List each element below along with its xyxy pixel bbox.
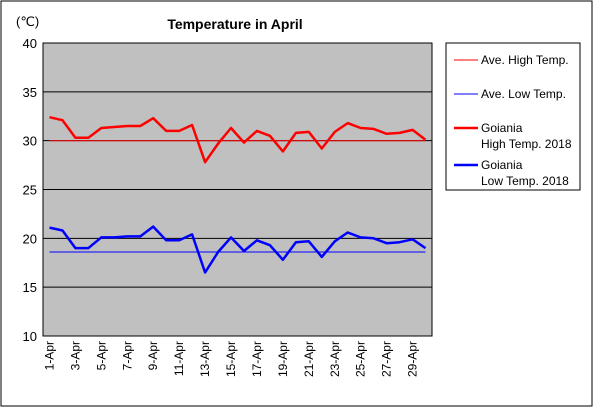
y-tick-label: 10 (23, 329, 37, 344)
y-axis-ticks: 10 15 20 25 30 35 40 (23, 36, 37, 344)
x-axis-ticks: 1-Apr 3-Apr 5-Apr 7-Apr 9-Apr 11-Apr 13-Apr 15-… (42, 341, 419, 377)
y-tick-label: 35 (23, 85, 37, 100)
x-tick-label: 29-Apr (406, 341, 420, 377)
x-tick-label: 25-Apr (354, 341, 368, 377)
x-tick-label: 1-Apr (42, 341, 56, 370)
y-tick-label: 30 (23, 134, 37, 149)
x-tick-label: 17-Apr (250, 341, 264, 377)
series-line-goiania-high-temp-2018 (49, 115, 427, 164)
x-tick-label: 13-Apr (198, 341, 212, 377)
x-tick-label: 27-Apr (380, 341, 394, 377)
legend-label: Ave. High Temp. (481, 53, 569, 67)
y-tick-label: 20 (23, 231, 37, 246)
y-tick-label: 25 (23, 183, 37, 198)
y-tick-label: 40 (23, 36, 37, 51)
legend-label: Goiania (481, 158, 523, 172)
x-tick-label: 11-Apr (172, 341, 186, 376)
y-axis-unit: (℃) (16, 14, 39, 29)
x-tick-label: 15-Apr (224, 341, 238, 377)
legend-label: Ave. Low Temp. (481, 87, 566, 101)
legend: Ave. High Temp. Ave. Low Temp. Goiania High… (454, 53, 572, 188)
legend-label: High Temp. 2018 (481, 137, 572, 151)
x-tick-label: 21-Apr (302, 341, 316, 377)
x-tick-label: 19-Apr (276, 341, 290, 377)
series-line-goiania-low-temp-2018 (49, 225, 427, 274)
x-tick-label: 9-Apr (146, 341, 160, 370)
x-tick-label: 7-Apr (120, 341, 134, 370)
chart-title: Temperature in April (167, 16, 302, 32)
series-lines (49, 115, 427, 274)
y-tick-label: 15 (23, 280, 37, 295)
x-tick-label: 5-Apr (94, 341, 108, 370)
x-tick-label: 3-Apr (68, 341, 82, 370)
legend-label: Low Temp. 2018 (481, 174, 569, 188)
x-tick-label: 23-Apr (328, 341, 342, 377)
legend-label: Goiania (481, 121, 523, 135)
